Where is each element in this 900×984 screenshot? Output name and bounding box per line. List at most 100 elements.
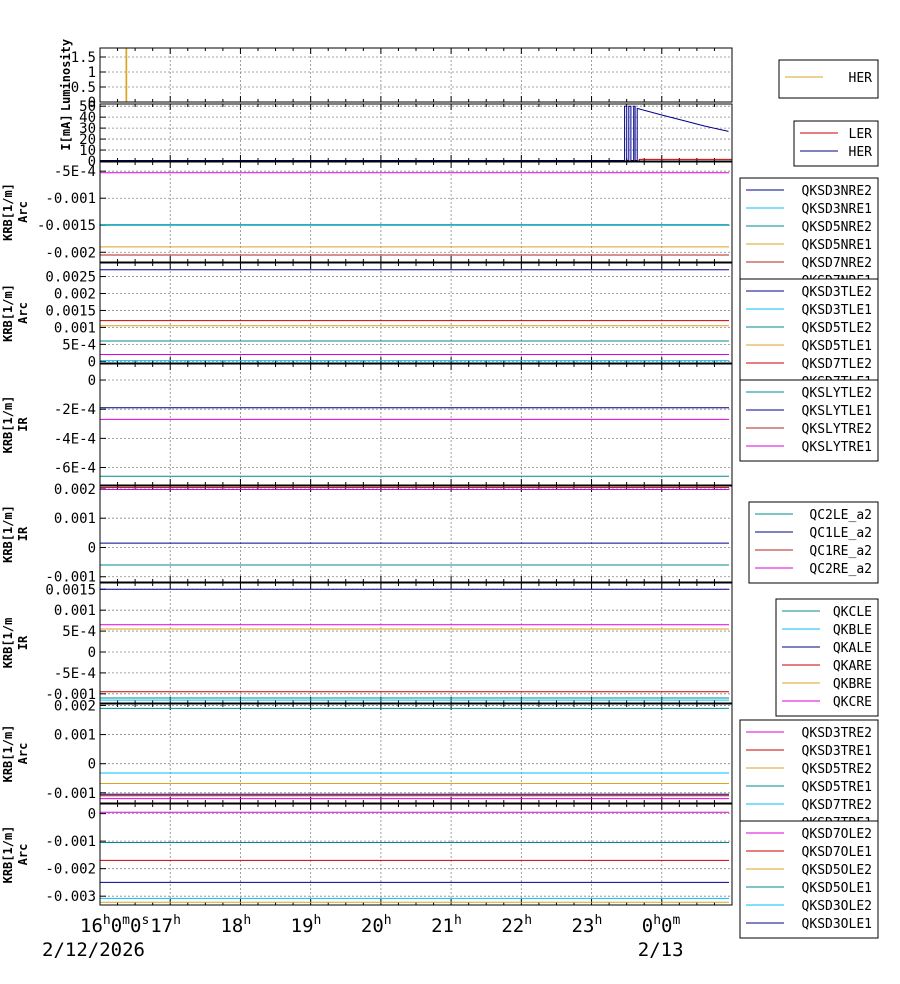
y-tick-label: 0 <box>88 154 96 170</box>
legend-label-QC1RE_a2: QC1RE_a2 <box>809 544 872 559</box>
y-axis-label: KRB[1/mIR <box>1 618 30 669</box>
legend-label-QKSD5TLE1: QKSD5TLE1 <box>802 339 872 354</box>
legend-label-QKSLYTLE1: QKSLYTLE1 <box>802 404 872 419</box>
legend-6: QC2LE_a2 QC1LE_a2 QC1RE_a2 QC2RE_a2 <box>748 501 879 584</box>
y-tick-label: 0.5 <box>71 80 96 96</box>
legend-box <box>739 177 879 292</box>
y-tick-label: 0.0015 <box>45 582 96 598</box>
y-tick-label: -0.001 <box>45 834 96 850</box>
legend-label-HER: HER <box>849 71 873 86</box>
legend-label-QKSD5TRE2: QKSD5TRE2 <box>802 762 872 777</box>
x-axis: 16h0m0s 17h 18h 19h 20h 21h 22h 23h 0h0m 2/12/202… <box>42 913 684 961</box>
x-tick-label: 20h <box>361 913 392 937</box>
legend-label-QKSD3OLE2: QKSD3OLE2 <box>802 899 872 914</box>
x-tick-label: 22h <box>501 913 532 937</box>
panel-8: 0.002 0.001 0 -0.001 KRB[1/m]Arc <box>1 698 733 804</box>
y-tick-label: -5E-4 <box>54 666 96 682</box>
legend-label-QKSD3OLE1: QKSD3OLE1 <box>802 917 872 932</box>
legend-label-QKSD7OLE1: QKSD7OLE1 <box>802 845 872 860</box>
legend-label-QKSLYTRE2: QKSLYTRE2 <box>802 422 872 437</box>
x-tick-label: 16h0m0s <box>80 913 149 937</box>
y-tick-label: 0.001 <box>54 511 96 527</box>
y-tick-label: 0.001 <box>54 728 96 744</box>
x-date-label: 2/13 <box>638 939 684 961</box>
legend-box <box>739 719 879 838</box>
y-tick-label: 0 <box>88 95 96 111</box>
y-tick-label: 0 <box>88 540 96 556</box>
legend-9: QKSD7OLE2 QKSD7OLE1 QKSD5OLE2 QKSD5OLE1 QKSD… <box>739 820 879 939</box>
legend-label-QKSD5TLE2: QKSD5TLE2 <box>802 321 872 336</box>
y-tick-label: 0.0025 <box>45 270 96 286</box>
legend-label-QKCLE: QKCLE <box>833 605 872 620</box>
y-tick-label: 10 <box>79 143 96 159</box>
y-tick-label: -0.001 <box>45 570 96 586</box>
y-tick-label: 0.0015 <box>45 303 96 319</box>
x-tick-label: 17h <box>150 913 181 937</box>
x-tick-label: 21h <box>431 913 462 937</box>
legend-box <box>739 379 879 462</box>
plot-frame <box>99 47 733 103</box>
legend-box <box>739 820 879 939</box>
legend-label-QC2LE_a2: QC2LE_a2 <box>809 508 872 523</box>
legend-label-QKSD5TRE1: QKSD5TRE1 <box>802 780 872 795</box>
panel-3: -5E-4 -0.001 -0.0015 -0.002 KRB[1/m]Arc <box>1 161 733 263</box>
legend-label-QKSLYTLE2: QKSLYTLE2 <box>802 386 872 401</box>
legend-box <box>793 120 879 167</box>
y-tick-label: -0.002 <box>45 862 96 878</box>
legend-3: QKSD3NRE2 QKSD3NRE1 QKSD5NRE2 QKSD5NRE1 QKSD… <box>739 177 879 292</box>
y-axis-label: KRB[1/m]IR <box>1 505 30 563</box>
y-tick-label: 50 <box>79 99 96 115</box>
legend-2: LER HER <box>793 120 879 167</box>
y-tick-label: 0.002 <box>54 287 96 303</box>
y-tick-label: -0.002 <box>45 245 96 261</box>
y-tick-label: 1.5 <box>71 50 96 66</box>
legend-label-QKSD5NRE2: QKSD5NRE2 <box>802 220 872 235</box>
legend-box <box>778 59 879 99</box>
y-axis-label: Luminosity <box>59 39 73 111</box>
legend-label-QKSLYTRE1: QKSLYTRE1 <box>802 440 872 455</box>
y-axis-label: KRB[1/m]IR <box>1 396 30 454</box>
y-axis-label: KRB[1/m]Arc <box>1 183 30 241</box>
y-tick-label: 20 <box>79 132 96 148</box>
plot-frame <box>99 363 733 486</box>
plot-frame <box>99 703 733 804</box>
x-tick-label: 0h0m <box>642 913 681 937</box>
panel-9: 0 -0.001 -0.002 -0.003 KRB[1/m]Arc <box>1 803 733 906</box>
plot-frame <box>99 262 733 364</box>
panel-1: 1.510.50 Luminosity <box>59 39 733 111</box>
y-tick-label: 0 <box>88 757 96 773</box>
plot-frame <box>99 103 733 162</box>
legend-label-QKALE: QKALE <box>833 641 872 656</box>
panel-5: 0 -2E-4 -4E-4 -6E-4 KRB[1/m]IR <box>1 363 733 486</box>
y-tick-label: 0.001 <box>54 603 96 619</box>
x-date-label: 2/12/2026 <box>42 939 145 961</box>
legend-label-QKSD3NRE1: QKSD3NRE1 <box>802 202 872 217</box>
plot-frame <box>99 485 733 583</box>
y-axis-label: KRB[1/m]Arc <box>1 725 30 783</box>
legend-label-QKBRE: QKBRE <box>833 677 872 692</box>
y-tick-label: -0.001 <box>45 786 96 802</box>
y-axis-label: I[mA] <box>59 114 73 150</box>
legend-label-QKSD5OLE1: QKSD5OLE1 <box>802 881 872 896</box>
legend-label-QKCRE: QKCRE <box>833 695 872 710</box>
legend-label-HER: HER <box>849 145 873 160</box>
y-tick-label: -6E-4 <box>54 461 96 477</box>
y-tick-label: 0 <box>88 645 96 661</box>
y-tick-label: 0.001 <box>54 320 96 336</box>
y-tick-label: 30 <box>79 121 96 137</box>
legend-label-QKSD7TRE2: QKSD7TRE2 <box>802 798 872 813</box>
panel-6: 0.002 0.001 0 -0.001 KRB[1/m]IR <box>1 482 733 586</box>
y-tick-label: -5E-4 <box>54 164 96 180</box>
legend-box <box>748 501 879 584</box>
y-tick-label: 40 <box>79 110 96 126</box>
legend-5: QKSLYTLE2 QKSLYTLE1 QKSLYTRE2 QKSLYTRE1 <box>739 379 879 462</box>
x-tick-label: 19h <box>291 913 322 937</box>
y-tick-label: -0.001 <box>45 687 96 703</box>
y-tick-label: 5E-4 <box>62 624 96 640</box>
y-axis-label: KRB[1/m]Arc <box>1 826 30 884</box>
legend-label-LER: LER <box>849 127 873 142</box>
y-tick-label: -0.001 <box>45 191 96 207</box>
plot-frame <box>99 582 733 704</box>
